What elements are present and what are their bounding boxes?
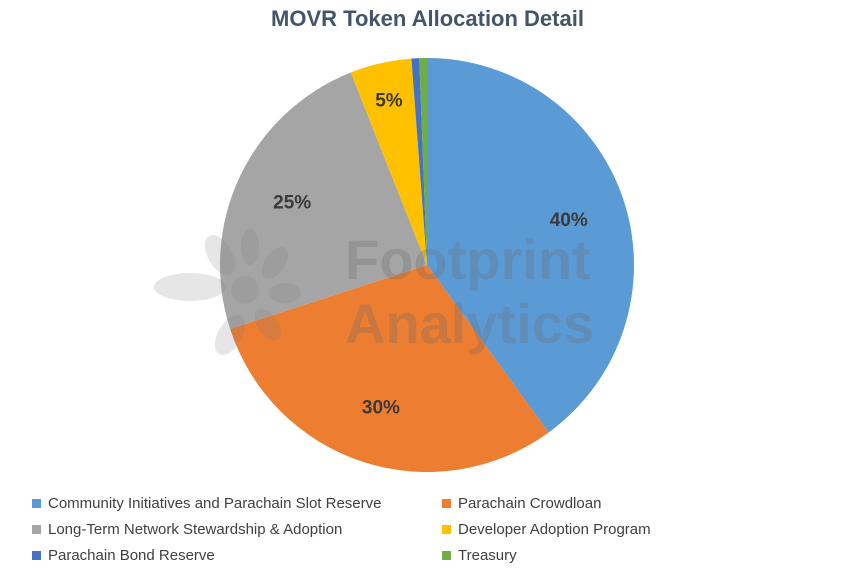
legend-swatch-0 (32, 498, 41, 508)
legend-item-4: Parachain Bond Reserve (32, 546, 442, 564)
slice-label-0: 40% (550, 210, 588, 231)
legend-item-3: Developer Adoption Program (442, 520, 822, 538)
legend-swatch-5 (442, 550, 451, 560)
slice-label-1: 30% (362, 398, 400, 419)
legend-item-5: Treasury (442, 546, 822, 564)
pie-slice-0 (427, 58, 635, 433)
legend-label-0: Community Initiatives and Parachain Slot… (48, 494, 382, 512)
legend-swatch-3 (442, 524, 451, 534)
slice-label-3: 5% (375, 91, 403, 112)
legend-item-1: Parachain Crowdloan (442, 494, 822, 512)
legend-swatch-1 (442, 498, 451, 508)
legend-label-2: Long-Term Network Stewardship & Adoption (48, 520, 343, 538)
pie-slice-2 (219, 72, 427, 329)
legend-swatch-4 (32, 550, 41, 560)
pie-slice-1 (230, 265, 549, 473)
slice-label-2: 25% (273, 193, 311, 214)
legend-label-5: Treasury (458, 546, 517, 564)
legend-label-1: Parachain Crowdloan (458, 494, 602, 512)
legend-item-0: Community Initiatives and Parachain Slot… (32, 494, 442, 512)
pie-chart: 40% 30% 25% 5% (219, 58, 635, 473)
legend-item-2: Long-Term Network Stewardship & Adoption (32, 520, 442, 538)
pie-slice-4 (411, 58, 427, 265)
chart-title: MOVR Token Allocation Detail (271, 6, 584, 31)
legend-label-4: Parachain Bond Reserve (48, 546, 215, 564)
chart-legend: Community Initiatives and Parachain Slot… (32, 494, 832, 564)
pie-slice-3 (350, 58, 427, 266)
legend-label-3: Developer Adoption Program (458, 520, 651, 538)
legend-swatch-2 (32, 524, 41, 534)
pie-slice-5 (419, 58, 427, 265)
